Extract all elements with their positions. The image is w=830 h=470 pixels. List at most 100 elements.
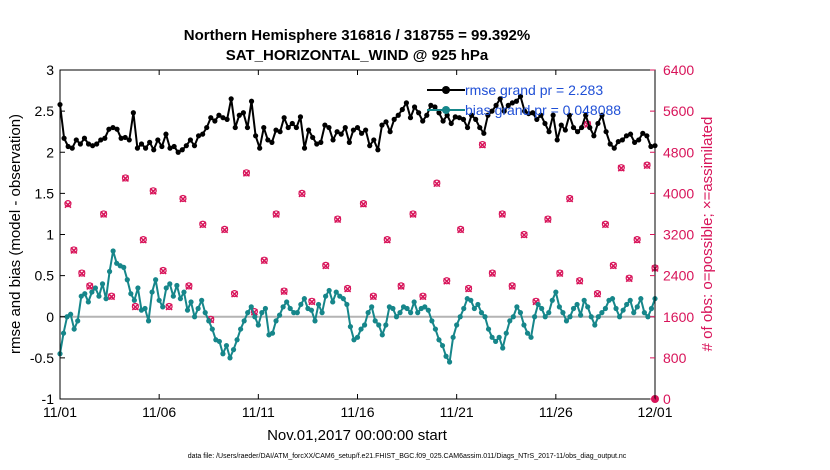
obs-assimilated-stroke xyxy=(344,285,352,293)
bias-point xyxy=(432,326,439,332)
rmse-point xyxy=(570,124,577,131)
obs-possible-point xyxy=(86,282,94,290)
rmse-point xyxy=(534,116,540,122)
rmse-point xyxy=(322,122,328,128)
rmse-point xyxy=(77,141,83,147)
bias-point xyxy=(641,310,647,316)
bias-point xyxy=(131,297,137,303)
rmse-point xyxy=(94,141,100,147)
bias-point xyxy=(188,299,194,305)
rmse-point xyxy=(562,127,568,133)
x-tick-label: 12/01 xyxy=(637,404,672,420)
bias-point xyxy=(124,277,130,283)
obs-assimilated-stroke xyxy=(322,262,330,270)
bias-point xyxy=(315,301,322,308)
obs-assimilated-point xyxy=(508,282,516,290)
rmse-point xyxy=(200,131,206,137)
obs-possible-point xyxy=(508,282,516,290)
obs-assimilated-point xyxy=(359,200,367,208)
obs-assimilated-stroke xyxy=(165,303,173,311)
y-right-tick-label: 4000 xyxy=(663,185,694,201)
obs-assimilated-point xyxy=(280,288,288,296)
rmse-point xyxy=(636,137,642,143)
obs-assimilated-point xyxy=(369,293,377,301)
x-tick-label: 11/01 xyxy=(43,404,77,420)
bias-point xyxy=(280,304,286,310)
bias-point xyxy=(408,310,414,316)
obs-assimilated-point xyxy=(272,210,280,218)
bias-point xyxy=(397,310,403,316)
bias-point xyxy=(220,351,226,357)
obs-possible-point xyxy=(139,236,147,244)
bias-point xyxy=(85,299,91,305)
obs-possible-point xyxy=(242,169,251,177)
y-right-tick-label: 800 xyxy=(663,350,687,366)
legend-bias-label: bias grand pr = 0.048088 xyxy=(465,102,621,118)
obs-possible-point xyxy=(199,220,207,228)
bias-point xyxy=(298,301,304,308)
rmse-point xyxy=(130,110,136,116)
chart-subtitle: SAT_HORIZONTAL_WIND @ 925 hPa xyxy=(226,47,489,64)
rmse-point xyxy=(505,102,511,108)
obs-possible-point xyxy=(272,210,280,218)
rmse-point xyxy=(98,137,104,143)
rmse-point xyxy=(501,108,507,114)
bias-point xyxy=(404,305,410,312)
bias-point xyxy=(344,301,350,308)
rmse-point xyxy=(277,129,283,135)
obs-assimilated-stroke xyxy=(383,236,391,244)
bias-point xyxy=(142,305,148,312)
x-tick-label: 11/26 xyxy=(539,404,573,420)
obs-assimilated-point xyxy=(100,210,108,218)
obs-assimilated-stroke xyxy=(78,270,86,278)
rmse-point xyxy=(126,137,132,143)
rmse-point xyxy=(142,145,149,151)
bias-point xyxy=(482,314,488,320)
rmse-point xyxy=(163,131,169,137)
obs-assimilated-point xyxy=(165,303,173,311)
bias-point xyxy=(376,322,382,328)
rmse-point xyxy=(155,137,161,143)
bias-point xyxy=(390,305,396,312)
bias-point xyxy=(174,282,180,289)
obs-possible-point xyxy=(280,287,288,295)
rmse-point xyxy=(407,115,414,121)
bias-point xyxy=(542,314,548,320)
rmse-point xyxy=(240,110,246,116)
rmse-point xyxy=(326,124,332,131)
rmse-point xyxy=(134,145,141,151)
rmse-point xyxy=(375,147,381,153)
obs-assimilated-point xyxy=(498,210,506,218)
rmse-point xyxy=(110,124,116,131)
rmse-point xyxy=(627,131,634,137)
obs-possible-point xyxy=(298,189,306,197)
bias-point xyxy=(252,314,258,320)
rmse-point xyxy=(159,143,165,150)
bias-point xyxy=(230,347,237,353)
bias-point xyxy=(287,305,293,312)
bias-point xyxy=(638,296,644,302)
rmse-point xyxy=(297,114,304,120)
rmse-point xyxy=(147,139,153,145)
bias-point xyxy=(238,326,244,332)
obs-assimilated-stroke xyxy=(478,141,486,149)
rmse-point xyxy=(273,127,279,133)
legend: rmse grand pr = 2.283 bias grand pr = 0.… xyxy=(427,82,621,118)
rmse-point xyxy=(460,116,467,122)
bias-point xyxy=(202,310,208,316)
bias-point xyxy=(199,297,205,303)
obs-assimilated-point xyxy=(78,270,86,278)
legend-rmse-label: rmse grand pr = 2.283 xyxy=(465,82,603,98)
bias-point xyxy=(648,305,655,312)
rmse-point xyxy=(236,112,242,118)
bias-point xyxy=(323,293,329,299)
y-left-tick-label: 2.5 xyxy=(35,103,55,119)
bias-point xyxy=(75,318,81,324)
obs-assimilated-stroke xyxy=(108,293,116,301)
obs-possible-point xyxy=(443,277,451,285)
obs-possible-point xyxy=(419,292,427,300)
obs-possible-point xyxy=(64,200,72,208)
rmse-point xyxy=(367,143,373,149)
obs-assimilated-point xyxy=(139,236,147,244)
obs-assimilated-point xyxy=(520,231,528,239)
